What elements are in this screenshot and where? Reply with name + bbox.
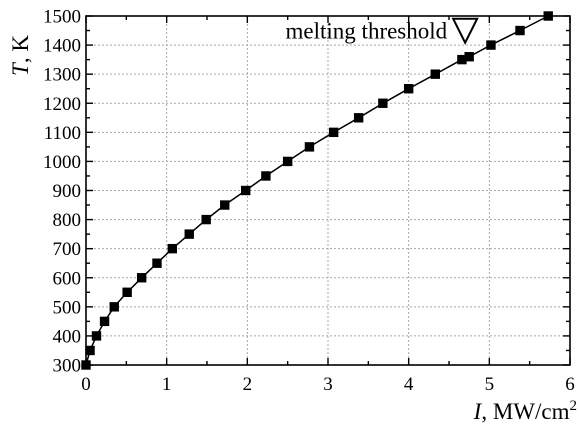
- data-point: [353, 113, 364, 123]
- data-point: [304, 142, 315, 152]
- data-point: [515, 25, 525, 36]
- y-tick-label: 1500: [43, 7, 81, 28]
- y-tick-label: 500: [53, 297, 82, 318]
- data-point: [220, 200, 230, 210]
- data-point: [457, 54, 467, 65]
- x-axis-unit: , MW/cm: [481, 399, 569, 424]
- data-point: [261, 171, 271, 181]
- plot-frame: [85, 15, 571, 366]
- y-tick-label: 1300: [43, 65, 81, 86]
- data-point: [201, 214, 211, 225]
- data-point: [167, 243, 178, 254]
- y-tick-label: 300: [53, 356, 82, 377]
- data-point: [184, 229, 194, 239]
- data-point: [486, 40, 496, 50]
- y-tick-label: 900: [53, 181, 82, 202]
- y-tick-label: 700: [53, 239, 82, 260]
- y-tick-label: 1100: [44, 123, 81, 144]
- x-tick-label: 2: [243, 374, 253, 395]
- data-point: [99, 316, 110, 327]
- x-axis-unit-superscript: 2: [570, 398, 578, 414]
- y-tick-label: 1200: [43, 94, 81, 115]
- data-point: [378, 98, 388, 108]
- data-point: [91, 331, 102, 341]
- y-tick-label: 600: [53, 268, 82, 289]
- x-tick-label: 4: [404, 374, 414, 395]
- x-axis-symbol: I: [473, 399, 483, 424]
- data-point: [85, 345, 95, 356]
- data-point: [122, 287, 132, 297]
- axis-ticks: 0 1 2 3 4 5 6 300 400 500 600 700 800 900 1000 1100 1200…: [43, 7, 575, 396]
- x-tick-label: 0: [81, 374, 91, 395]
- y-axis-symbol: T: [8, 61, 33, 76]
- data-point: [241, 185, 251, 196]
- data-point: [430, 69, 440, 79]
- x-tick-label: 1: [162, 374, 172, 395]
- y-tick-label: 1000: [43, 152, 81, 173]
- y-tick-label: 400: [53, 326, 82, 347]
- data-point: [464, 52, 474, 62]
- data-point: [403, 84, 414, 94]
- data-point: [282, 156, 293, 167]
- y-axis-label: T, K: [8, 35, 33, 76]
- x-tick-label: 5: [485, 374, 495, 395]
- svg-text:T, K: T, K: [8, 35, 33, 76]
- grid: [86, 16, 570, 365]
- y-tick-label: 1400: [43, 36, 81, 57]
- y-tick-label: 800: [53, 210, 82, 231]
- data-point: [109, 302, 119, 312]
- x-tick-label: 3: [323, 374, 333, 395]
- data-point: [136, 273, 147, 283]
- y-axis-unit: , K: [8, 35, 33, 64]
- melting-threshold-triangle-icon: [451, 17, 479, 45]
- x-axis-label: I, MW/cm2: [473, 398, 577, 424]
- data-series: [81, 11, 553, 370]
- data-point: [328, 127, 339, 138]
- data-point: [152, 258, 162, 268]
- x-tick-label: 6: [565, 374, 575, 395]
- melting-threshold-annotation: melting threshold: [286, 19, 448, 44]
